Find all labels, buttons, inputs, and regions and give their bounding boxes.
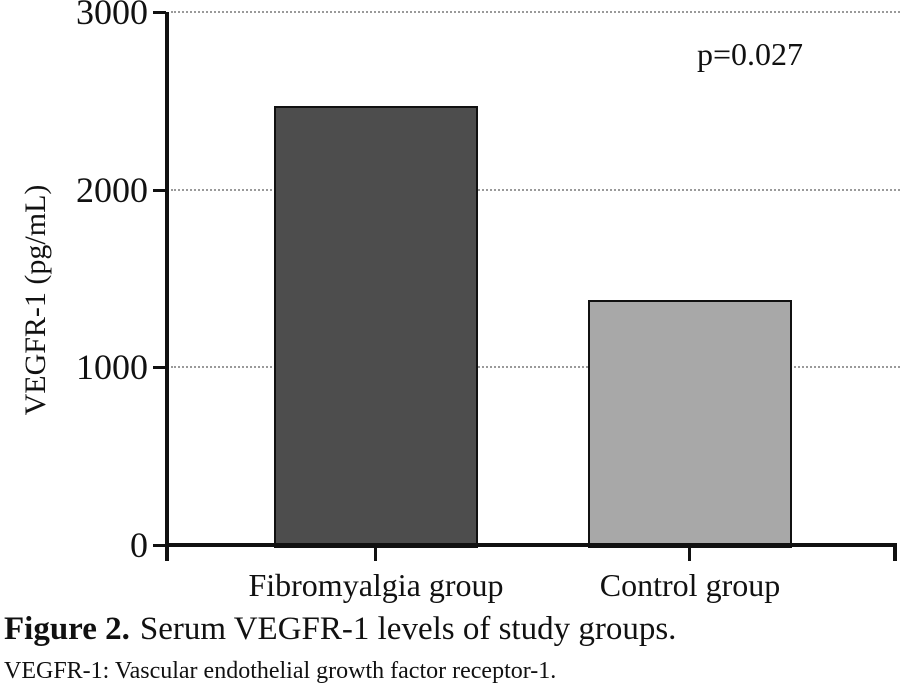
gridline-3000 — [171, 11, 900, 13]
x-tick-control-group — [688, 547, 691, 561]
figure-caption-prefix: Figure 2. — [4, 611, 130, 647]
y-tick-2000 — [153, 188, 166, 192]
y-tick-label-0: 0 — [130, 525, 148, 565]
x-tick-label-fibromyalgia-group: Fibromyalgia group — [248, 567, 504, 603]
y-tick-0 — [153, 544, 166, 547]
gridline-2000 — [171, 188, 900, 191]
y-tick-label-3000: 3000 — [76, 0, 148, 32]
figure-caption-text: Serum VEGFR-1 levels of study groups. — [139, 611, 677, 647]
bar-fibromyalgia-group — [274, 106, 478, 548]
x-tick-label-control-group: Control group — [599, 567, 781, 603]
figure-caption: Figure 2. Serum VEGFR-1 levels of study g… — [4, 611, 894, 648]
y-axis-line — [165, 12, 169, 561]
y-tick-1000 — [153, 366, 166, 370]
figure-footnote: VEGFR-1: Vascular endothelial growth fac… — [4, 658, 557, 684]
x-axis-end-tick — [893, 543, 897, 561]
x-tick-fibromyalgia-group — [374, 547, 377, 561]
x-axis-line — [165, 543, 897, 547]
bar-control-group — [588, 299, 792, 548]
p-value-annotation: p=0.027 — [696, 36, 804, 72]
y-axis-title: VEGFR-1 (pg/mL) — [19, 184, 52, 416]
y-tick-label-2000: 2000 — [76, 169, 148, 210]
y-tick-3000 — [153, 11, 166, 14]
y-tick-label-1000: 1000 — [76, 347, 148, 388]
gridline-1000 — [171, 366, 900, 369]
